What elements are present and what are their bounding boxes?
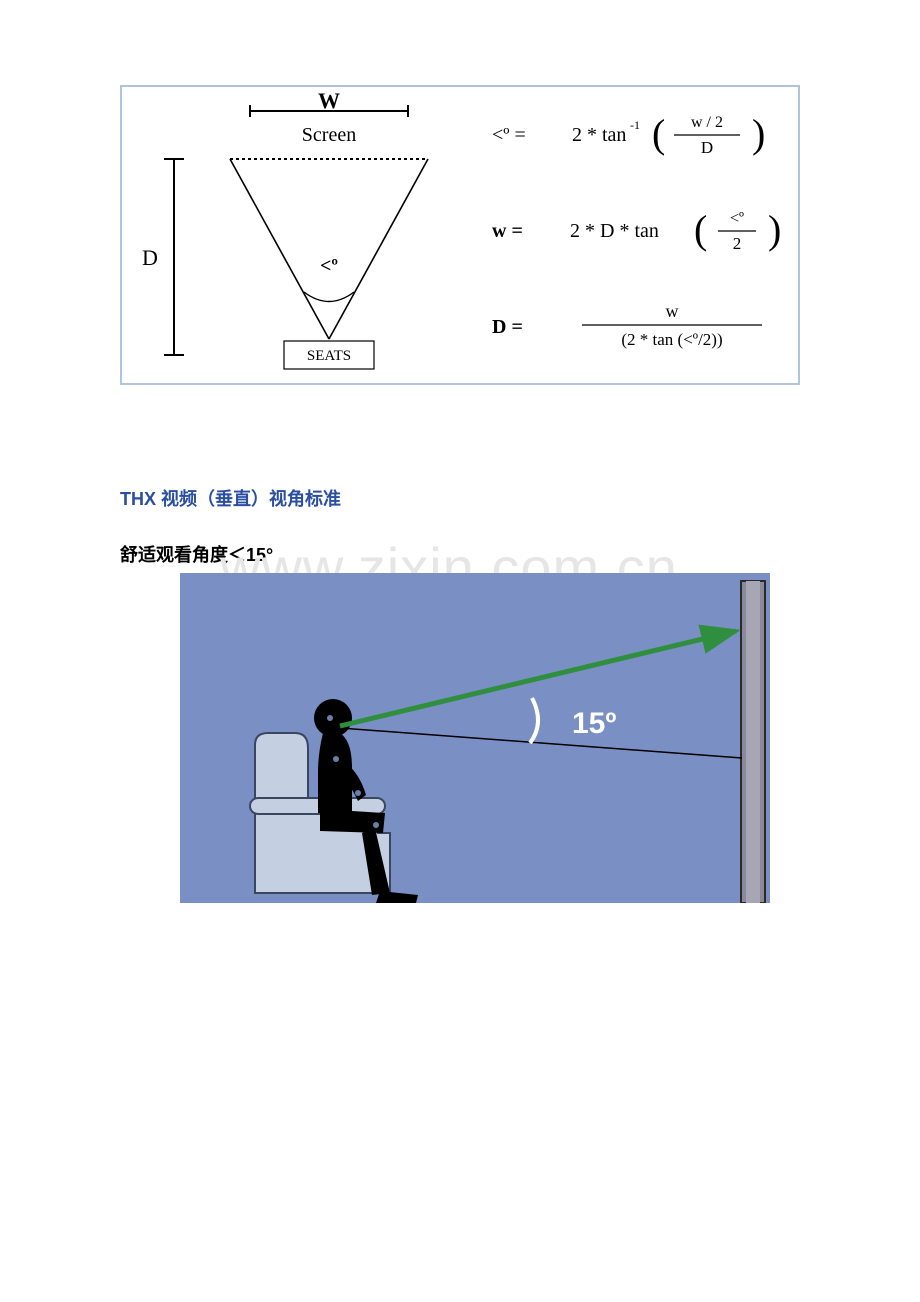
d-label: D xyxy=(142,245,158,270)
seats-label: SEATS xyxy=(307,348,351,364)
f3-frac-bot: (2 * tan (<º/2)) xyxy=(621,330,722,349)
formula-diagram: W Screen <º D SEATS <º = 2 * tan -1 xyxy=(122,87,802,387)
f1-rhs-pre: 2 * tan xyxy=(572,124,626,146)
f3-lhs: D = xyxy=(492,316,523,338)
f1-lhs: <º = xyxy=(492,124,526,146)
svg-text:(: ( xyxy=(694,207,707,252)
f1-sup: -1 xyxy=(630,118,640,132)
section-title: THX 视频（垂直）视角标准 xyxy=(120,485,800,511)
f2-lhs: w = xyxy=(492,220,523,242)
viewing-svg: 15º xyxy=(180,573,770,903)
angle-15-label: 15º xyxy=(572,707,616,740)
screen-label: Screen xyxy=(302,124,356,146)
w-label: W xyxy=(318,88,340,113)
formula-box: W Screen <º D SEATS <º = 2 * tan -1 xyxy=(120,85,800,385)
svg-text:(: ( xyxy=(652,111,665,156)
angle-label: <º xyxy=(320,255,338,277)
screen-panel-inner xyxy=(746,581,760,903)
f2-frac-bot: 2 xyxy=(733,234,742,253)
f3-frac-top: w xyxy=(666,301,679,321)
svg-text:): ) xyxy=(752,111,765,156)
viewing-illustration: www.zixin.com.cn xyxy=(180,573,770,903)
f2-rhs-pre: 2 * D * tan xyxy=(570,220,659,242)
f1-frac-bot: D xyxy=(701,138,713,157)
f1-frac-top: w / 2 xyxy=(691,114,723,131)
svg-text:): ) xyxy=(768,207,781,252)
f2-frac-top: <º xyxy=(730,210,744,227)
